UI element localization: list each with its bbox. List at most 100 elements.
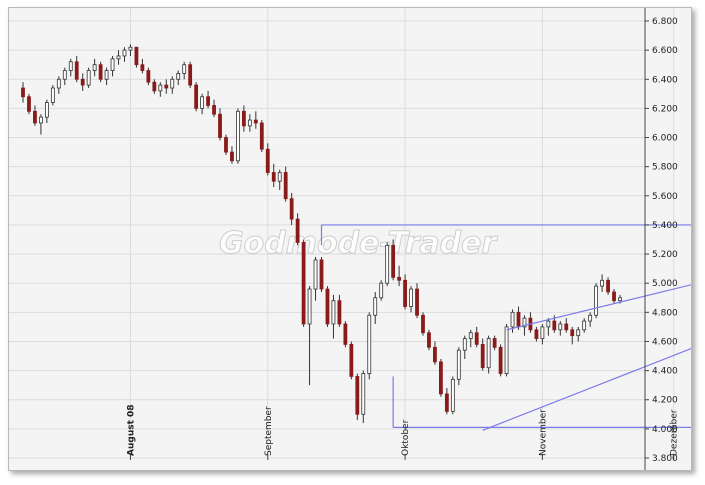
x-tick-label: August 08 — [126, 404, 136, 456]
y-tick-label: 6.800 — [652, 17, 678, 27]
candle — [33, 105, 37, 126]
candle-body — [516, 311, 521, 328]
candle — [39, 114, 43, 135]
candle-body — [576, 329, 581, 337]
candle — [176, 70, 181, 86]
candle — [122, 47, 127, 62]
candle — [421, 312, 425, 336]
candle-body — [62, 70, 67, 80]
candle-body — [241, 110, 246, 127]
candle — [367, 312, 372, 380]
candle-body — [68, 61, 73, 71]
candle-body — [438, 361, 443, 395]
candle-body — [271, 172, 276, 182]
candle — [134, 46, 139, 68]
candle — [540, 323, 545, 345]
candle-body — [80, 78, 85, 86]
candle-body — [486, 338, 491, 369]
candle-body — [468, 332, 473, 339]
candle-body — [98, 64, 103, 80]
candle — [140, 58, 145, 74]
candle — [480, 338, 485, 371]
candle — [588, 312, 593, 327]
candle — [194, 82, 199, 112]
candle-body — [158, 84, 163, 92]
candle-body — [618, 297, 622, 302]
candle-body — [259, 122, 264, 150]
candle-body — [283, 172, 288, 200]
candle — [218, 108, 222, 141]
candle-body — [206, 96, 210, 106]
candle — [606, 277, 610, 295]
candle-body — [421, 314, 425, 334]
candle — [152, 79, 157, 94]
candle-body — [313, 259, 318, 290]
candle — [259, 120, 264, 153]
candle-body — [480, 343, 485, 369]
candle-body — [200, 96, 205, 109]
candle-body — [415, 288, 419, 316]
trendline — [482, 347, 691, 431]
candle — [283, 166, 288, 202]
candle-body — [570, 329, 575, 337]
candle-body — [367, 314, 372, 374]
candle — [182, 61, 187, 80]
candle — [534, 326, 539, 342]
candle — [146, 67, 151, 86]
y-tick-label: 5.000 — [652, 279, 678, 289]
candle — [301, 239, 306, 327]
trendline — [506, 284, 691, 331]
candle-body — [492, 338, 497, 348]
candle — [200, 93, 205, 115]
candle — [546, 318, 551, 336]
candle-body — [56, 78, 61, 89]
candle-body — [534, 329, 539, 339]
candle-body — [612, 291, 616, 302]
y-tick-label: 6.000 — [652, 134, 678, 144]
candle — [236, 108, 240, 164]
candle-body — [606, 279, 610, 293]
candle — [397, 265, 402, 287]
watermark: Godmode-Trader — [219, 226, 498, 261]
candle — [450, 376, 455, 415]
candle-body — [510, 311, 515, 328]
candle — [558, 321, 563, 336]
vertical-grid-lines — [129, 8, 675, 458]
candle — [92, 58, 97, 77]
candle-body — [50, 87, 55, 103]
candle — [98, 61, 103, 83]
grid-lines — [9, 20, 645, 459]
candle — [498, 344, 503, 377]
candle — [44, 99, 49, 123]
candle-body — [379, 282, 384, 299]
candle-body — [182, 64, 187, 74]
candle — [462, 335, 467, 359]
candle — [594, 283, 599, 319]
candle-body — [403, 279, 407, 307]
candle — [385, 242, 390, 287]
candle — [206, 90, 210, 109]
candle-body — [134, 46, 139, 66]
candle — [403, 274, 407, 310]
candle-body — [450, 378, 455, 412]
candle-body — [433, 346, 437, 363]
candle — [164, 79, 169, 94]
candle-body — [230, 151, 234, 162]
candle — [27, 93, 31, 115]
candle-body — [588, 314, 593, 322]
candle-body — [582, 320, 587, 331]
candle — [86, 67, 91, 89]
candle-body — [540, 326, 545, 339]
candle-body — [361, 373, 366, 415]
candle — [68, 58, 73, 77]
candle — [80, 73, 85, 91]
candle — [74, 55, 79, 83]
candle-body — [74, 61, 79, 80]
candle-body — [522, 317, 527, 328]
y-tick-label: 4.200 — [652, 396, 678, 406]
candle-body — [140, 64, 145, 71]
candle — [170, 76, 175, 94]
y-tick-label: 6.400 — [652, 75, 678, 85]
candle — [230, 146, 234, 164]
candle — [361, 370, 366, 424]
